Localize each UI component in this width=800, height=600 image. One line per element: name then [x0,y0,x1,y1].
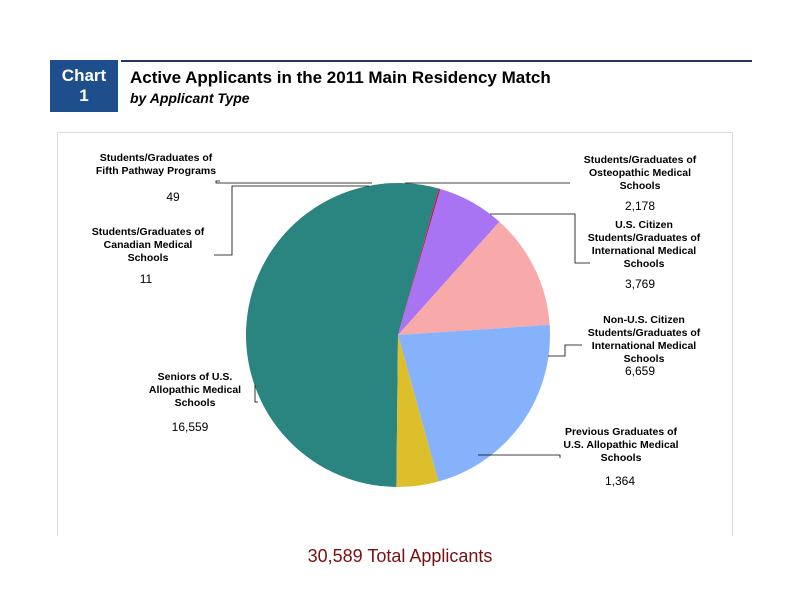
plot-area [57,132,733,536]
value-seniors-us-allopathic: 16,559 [171,420,209,434]
label-us-citizen-img: U.S. Citizen Students/Graduates of Inter… [587,219,701,270]
label-previous-graduates: Previous Graduates of U.S. Allopathic Me… [563,426,679,464]
total-applicants: 30,589 Total Applicants [307,546,493,566]
leader-canadian [214,185,369,256]
leader-fifth-pathway [215,180,372,184]
label-fifth-pathway: Students/Graduates of Fifth Pathway Prog… [95,152,217,177]
chart-subtitle: by Applicant Type [130,90,250,106]
value-previous-graduates: 1,364 [604,474,636,488]
slice-fifth-pathway [398,188,441,335]
header-rule [121,60,752,62]
slice-canadian [398,188,439,335]
label-canadian: Students/Graduates of Canadian Medical S… [91,226,205,264]
label-seniors-us-allopathic: Seniors of U.S. Allopathic Medical Schoo… [148,371,242,409]
value-osteopathic: 2,178 [624,199,656,213]
label-osteopathic: Students/Graduates of Osteopathic Medica… [583,154,697,192]
badge-chart-number: 1 [79,86,89,105]
leader-non-us-citizen-img [548,344,582,357]
slice-osteopathic [398,189,500,335]
value-canadian: 11 [139,272,153,286]
leader-seniors-us-allopathic [254,385,258,403]
label-non-us-citizen-img: Non-U.S. Citizen Students/Graduates of I… [587,314,701,365]
value-fifth-pathway: 49 [166,190,180,204]
leader-us-citizen-img [490,213,590,264]
badge-chart-word: Chart [61,66,107,85]
value-us-citizen-img: 3,769 [624,277,656,291]
chart-title: Active Applicants in the 2011 Main Resid… [130,68,551,87]
chart-number-badge: Chart 1 [50,60,118,112]
value-non-us-citizen-img: 6,659 [624,364,656,378]
slice-us-citizen-img [398,221,550,335]
slice-seniors-us-allopathic [246,183,439,487]
leader-previous-graduates [478,454,561,458]
slice-non-us-citizen-img [398,324,551,482]
slice-previous-graduates [396,335,439,488]
